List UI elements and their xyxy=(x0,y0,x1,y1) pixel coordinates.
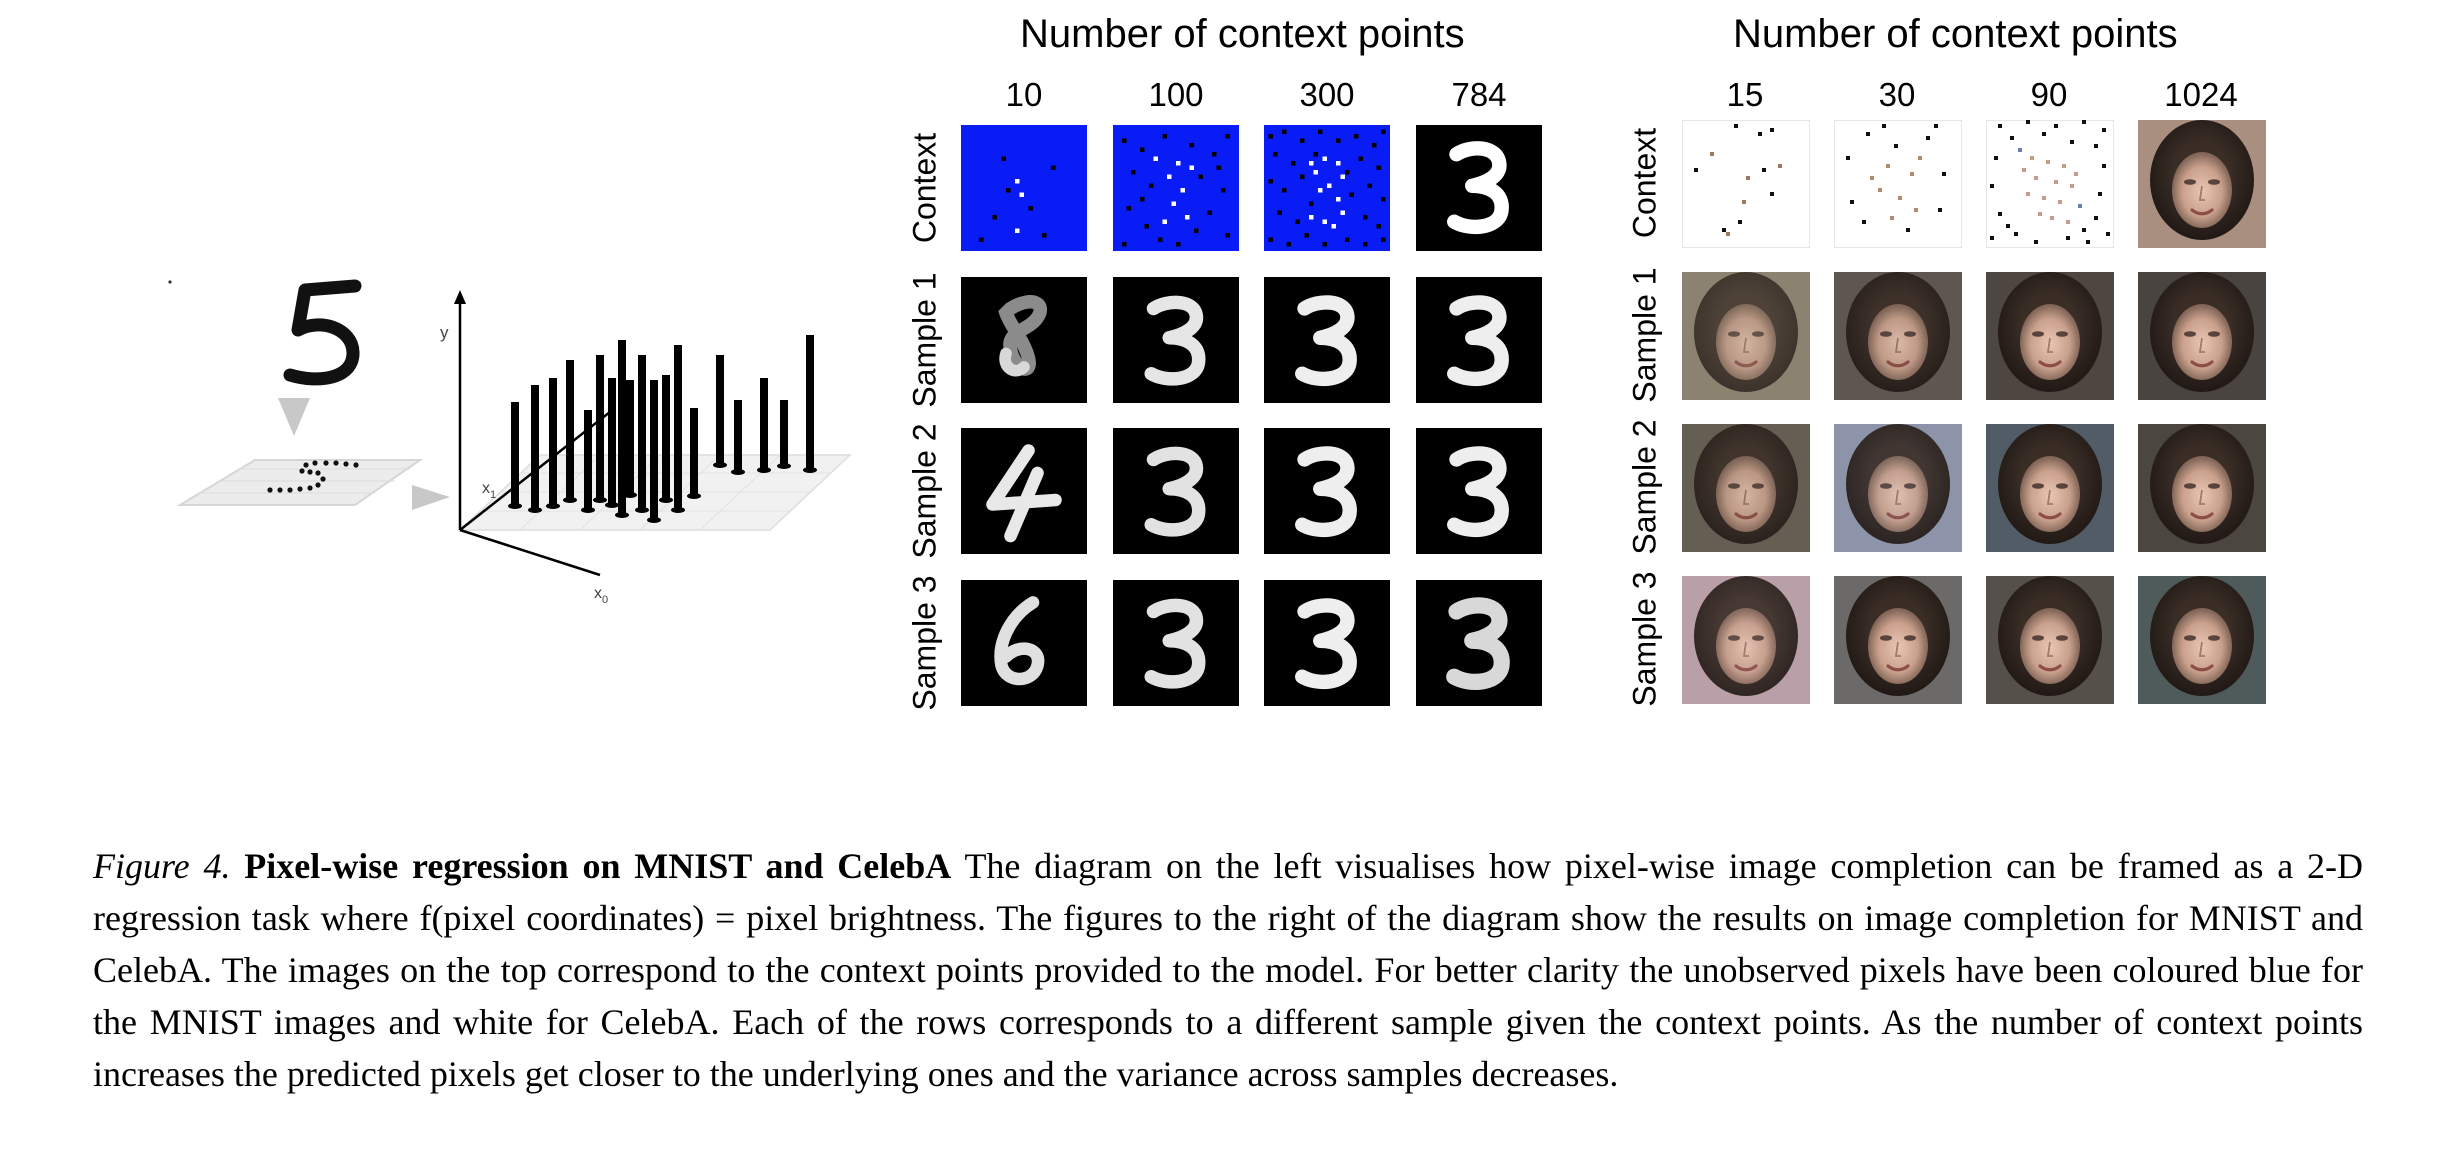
mnist-sample1-784-image xyxy=(1416,277,1542,403)
celeba-sample1-30-image xyxy=(1834,272,1962,400)
celeba-sample2-30-image xyxy=(1834,424,1962,552)
mnist-sample3-300-image xyxy=(1264,580,1390,706)
celeba-sample3-30-image xyxy=(1834,576,1962,704)
celeba-context-90-image xyxy=(1986,120,2114,248)
mnist-context-100-image xyxy=(1113,125,1239,251)
celeba-sample3-90-image xyxy=(1986,576,2114,704)
axis-y-label: y xyxy=(440,323,449,342)
arrow-down-icon xyxy=(278,398,310,436)
celeba-col-label-1024: 1024 xyxy=(2164,76,2238,113)
celeba-sample2-15-image xyxy=(1682,424,1810,552)
mnist-panel: Number of context points 10 100 300 784 … xyxy=(0,0,1542,711)
mnist-sample2-10-image xyxy=(961,428,1087,554)
mnist-context-300-image xyxy=(1264,125,1390,251)
mnist-context-10-image xyxy=(961,125,1087,251)
caption-body: The diagram on the left visualises how p… xyxy=(93,846,2363,1094)
y-axis-arrow-icon xyxy=(454,290,466,304)
mnist-sample2-784-image xyxy=(1416,428,1542,554)
caption-title: Pixel-wise regression on MNIST and Celeb… xyxy=(244,846,952,886)
mnist-panel-title: Number of context points xyxy=(1020,12,1465,56)
celeba-panel-title: Number of context points xyxy=(1733,12,2178,56)
mnist-sample1-100-image xyxy=(1113,277,1239,403)
mnist-sample2-100-image xyxy=(1113,428,1239,554)
celeba-sample1-15-image xyxy=(1682,272,1810,400)
caption-figure-number: Figure 4. xyxy=(93,846,231,886)
celeba-context-30-image xyxy=(1834,120,1962,248)
mnist-sample2-300-image xyxy=(1264,428,1390,554)
mnist-col-label-10: 10 xyxy=(1005,76,1043,113)
mnist-context-784-image xyxy=(1416,125,1542,251)
brightness-bars xyxy=(511,335,814,520)
figure-caption: Figure 4. Pixel-wise regression on MNIST… xyxy=(93,840,2363,1100)
celeba-col-label-90: 90 xyxy=(2030,76,2068,113)
flat-plane xyxy=(176,459,424,506)
mnist-col-label-300: 300 xyxy=(1299,76,1355,113)
celeba-col-label-30: 30 xyxy=(1878,76,1916,113)
celeba-context-15-image xyxy=(1682,120,1810,248)
arrow-right-icon xyxy=(412,485,450,510)
regression-diagram-svg: y x1 x0 xyxy=(168,279,852,606)
stray-dot xyxy=(168,280,172,284)
mnist-col-label-100: 100 xyxy=(1148,76,1204,113)
celeba-sample2-1024-image xyxy=(2138,424,2266,552)
axis-x0-label: x0 xyxy=(594,585,608,606)
celeba-sample3-15-image xyxy=(1682,576,1810,704)
axis-x1-label: x1 xyxy=(482,480,496,501)
celeba-context-1024-image xyxy=(2138,120,2266,248)
celeba-sample2-90-image xyxy=(1986,424,2114,552)
mnist-sample1-10-image xyxy=(961,277,1087,403)
celeba-sample1-90-image xyxy=(1986,272,2114,400)
mnist-col-label-784: 784 xyxy=(1451,76,1507,113)
celeba-sample3-1024-image xyxy=(2138,576,2266,704)
regression-diagram: y x1 x0 xyxy=(160,260,860,620)
celeba-col-label-15: 15 xyxy=(1726,76,1764,113)
digit-5-image xyxy=(283,279,362,386)
celeba-panel: Number of context points 15 30 90 1024 C… xyxy=(0,0,2266,707)
mnist-sample3-10-image xyxy=(961,580,1087,706)
regression-3d-plot: y x1 x0 xyxy=(440,290,852,606)
flattened-digit-dots xyxy=(267,460,359,493)
mnist-sample1-300-image xyxy=(1264,277,1390,403)
celeba-sample1-1024-image xyxy=(2138,272,2266,400)
mnist-sample3-100-image xyxy=(1113,580,1239,706)
mnist-sample3-784-image xyxy=(1416,580,1542,706)
